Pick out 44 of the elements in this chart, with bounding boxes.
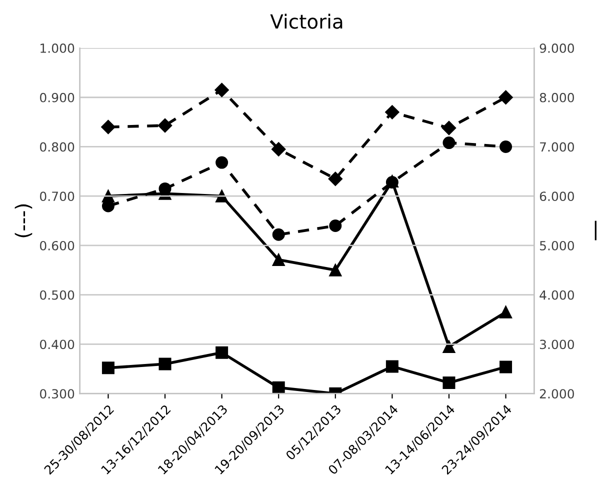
y-tick-label: 0.900 [40, 92, 74, 102]
point [214, 82, 229, 98]
y-tick-label: 0.300 [40, 389, 74, 399]
point [328, 172, 342, 186]
y-tick-label: 1.000 [40, 43, 74, 53]
y-tick-label: 0.400 [40, 340, 74, 350]
point [102, 362, 114, 374]
point [385, 105, 400, 120]
point [101, 120, 116, 134]
point [216, 346, 228, 359]
y-tick-label: 0.800 [40, 142, 74, 152]
point [386, 360, 398, 373]
point [329, 264, 342, 276]
y-axis-title: (---) [14, 204, 32, 238]
y2-tick-label: 4.000 [540, 290, 574, 300]
point [498, 90, 513, 104]
point [442, 136, 456, 150]
point [272, 381, 285, 394]
point [216, 190, 228, 202]
y2-tick-label: 8.000 [540, 92, 574, 102]
y2-tick-label: 9.000 [540, 43, 574, 53]
point [442, 340, 456, 353]
point [500, 306, 512, 318]
y2-tick-label: 6.000 [540, 192, 574, 202]
y-tick-label: 0.700 [40, 192, 74, 202]
y2-tick-label: 5.000 [540, 240, 574, 250]
point [272, 142, 286, 156]
y-tick-label: 0.500 [40, 290, 74, 300]
point [500, 140, 512, 153]
y2-tick-label: 7.000 [540, 142, 574, 152]
point [216, 156, 228, 169]
point [272, 228, 285, 241]
point [442, 376, 456, 389]
point [500, 360, 512, 374]
y2-tick-label: 3.000 [540, 340, 574, 350]
point [329, 219, 342, 232]
y2-axis-title: | [594, 220, 596, 240]
point [158, 118, 172, 133]
chart-title: Victoria [270, 14, 342, 29]
point [158, 358, 172, 370]
y2-tick-label: 2.000 [540, 389, 574, 399]
point [442, 120, 456, 136]
y-tick-label: 0.600 [40, 240, 74, 250]
point [272, 254, 285, 266]
